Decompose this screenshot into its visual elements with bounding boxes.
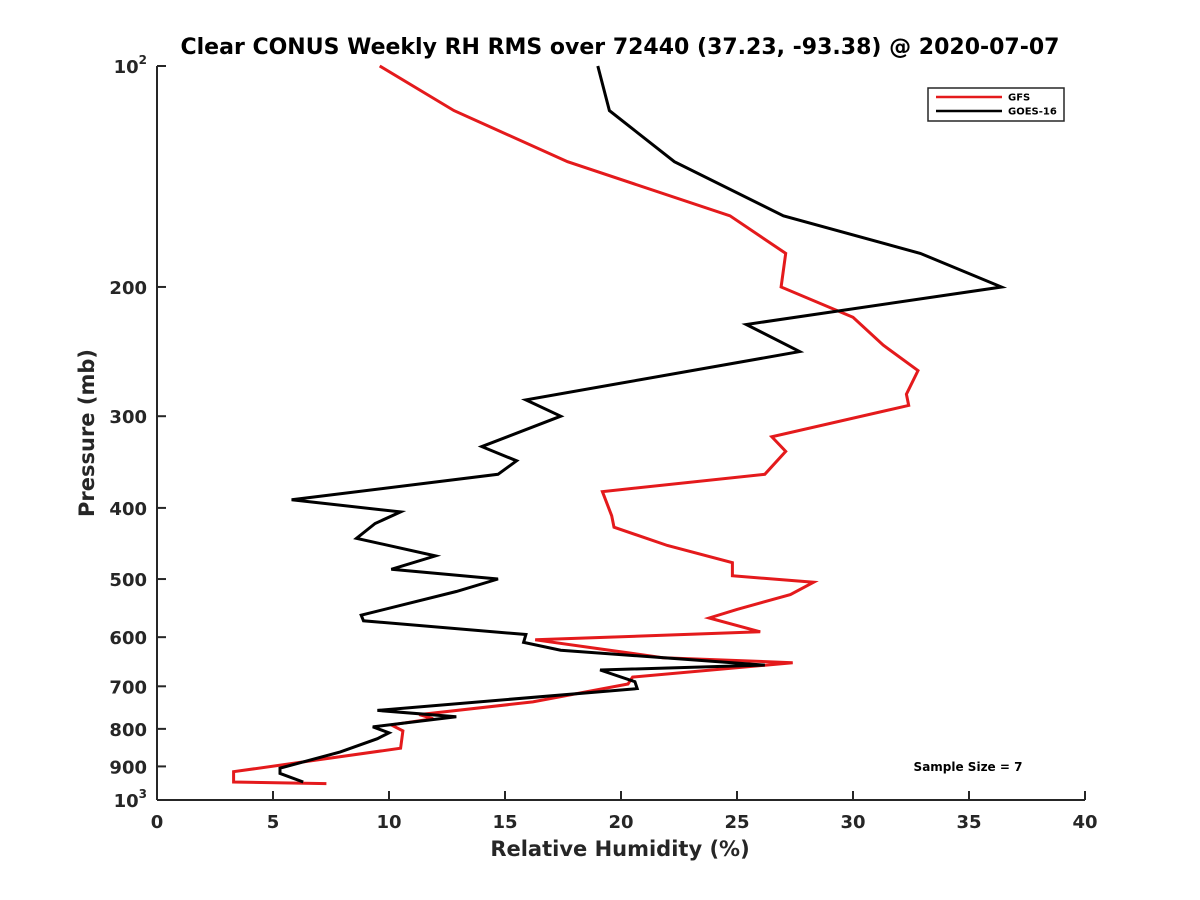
x-tick-label: 25: [724, 812, 749, 833]
y-tick-label: 500: [109, 570, 147, 591]
legend: GFS GOES-16: [927, 87, 1065, 122]
series-line-gfs: [232, 64, 920, 786]
x-tick-label: 35: [956, 812, 981, 833]
x-tick-label: 40: [1072, 812, 1097, 833]
series-layer: [232, 64, 1008, 786]
legend-entry: GFS: [1008, 93, 1030, 104]
y-tick-label: 600: [109, 628, 147, 649]
chart-title: Clear CONUS Weekly RH RMS over 72440 (37…: [181, 35, 1060, 60]
y-tick-label: 300: [109, 407, 147, 428]
axes-layer: 0 5 10 15 20 25 30 35 40 102 200 300 400 500 600 700 800…: [109, 53, 1097, 833]
x-tick-label: 0: [151, 812, 164, 833]
x-tick-label: 20: [608, 812, 633, 833]
y-tick-label: 103: [114, 787, 147, 812]
y-tick-label: 800: [109, 720, 147, 741]
sample-size-annotation: Sample Size = 7: [914, 760, 1023, 774]
x-tick-label: 30: [840, 812, 865, 833]
y-tick-label: 400: [109, 499, 147, 520]
legend-entry: GOES-16: [1008, 107, 1057, 118]
x-tick-label: 10: [376, 812, 401, 833]
x-axis-label: Relative Humidity (%): [490, 837, 749, 861]
y-axis-label: Pressure (mb): [75, 349, 99, 517]
series-line-goes-16: [278, 65, 1008, 784]
y-tick-label: 900: [109, 757, 147, 778]
y-tick-label: 102: [114, 53, 147, 78]
y-tick-label: 700: [109, 677, 147, 698]
x-tick-label: 5: [267, 812, 280, 833]
y-tick-label: 200: [109, 278, 147, 299]
x-tick-label: 15: [492, 812, 517, 833]
legend-box: [927, 87, 1065, 122]
